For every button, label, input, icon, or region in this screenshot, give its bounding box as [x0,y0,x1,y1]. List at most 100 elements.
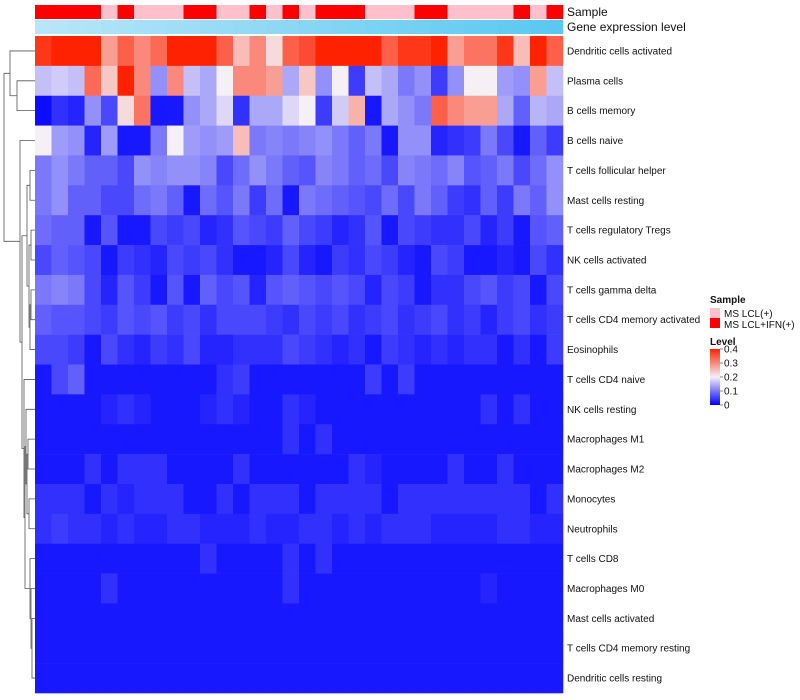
sample-track-cell [497,5,514,19]
heatmap-cell [167,36,184,67]
heatmap-cell [249,543,267,574]
heatmap-cell [299,454,316,485]
heatmap-cell [134,454,151,485]
heatmap-cell [414,483,432,515]
heatmap-cell [216,36,234,67]
heatmap-cell [233,663,250,694]
sample-track-cell [348,5,366,19]
heatmap-cell [233,633,250,664]
heatmap-cell [447,573,465,604]
heatmap-cell [282,364,300,395]
heatmap-cell [150,155,168,186]
row-label: Macrophages M2 [567,465,645,476]
heatmap-cell [315,603,333,634]
heatmap-cell [365,95,382,126]
heatmap-cell [282,663,300,694]
heatmap-cell [315,424,333,455]
heatmap-cell [315,454,333,485]
heatmap-cell [348,543,366,574]
heatmap-cell [299,304,316,335]
heatmap-cell [530,454,547,485]
heatmap-cell [381,513,399,544]
heatmap-cell [431,334,448,365]
heatmap-cell [167,155,184,186]
heatmap-cell [68,304,85,335]
row-label: T cells gamma delta [567,285,657,296]
heatmap-cell [216,185,234,216]
heatmap-cell [183,95,201,126]
heatmap-cell [167,483,184,515]
heatmap-cell [134,513,151,544]
heatmap-cell [414,95,432,126]
heatmap-cell [150,454,168,485]
heatmap-cell [414,304,432,335]
heatmap-cell [315,573,333,604]
heatmap-cell [464,125,481,156]
level-tick-label: 0.4 [724,345,738,356]
heatmap-cell [150,513,168,544]
heatmap-cell [513,633,531,664]
heatmap-cell [101,543,118,574]
legend-swatch-ms-lcl-ifn [710,318,720,328]
heatmap-cell [35,483,52,515]
heatmap-cell [398,125,415,156]
heatmap-cell [315,95,333,126]
heatmap-cell [332,483,349,515]
row-label: Dendritic cells resting [567,674,662,685]
heatmap-cell [216,95,234,126]
heatmap-cell [332,155,349,186]
heatmap-cell [365,334,382,365]
heatmap-cell [51,454,69,485]
heatmap-cell [150,95,168,126]
heatmap-cell [530,274,547,306]
heatmap-cell [249,633,267,664]
heatmap-cell [299,513,316,544]
expression-track-cell [299,20,316,34]
heatmap-cell [513,663,531,694]
heatmap-cell [398,95,415,126]
heatmap-cell [464,65,481,97]
heatmap-cell [546,543,564,574]
heatmap-cell [315,633,333,664]
heatmap-cell [365,394,382,425]
heatmap-cell [216,155,234,186]
heatmap-cell [183,65,201,97]
heatmap-cell [216,304,234,335]
heatmap-cell [101,573,118,604]
heatmap-cell [51,65,69,97]
heatmap-cell [299,364,316,395]
heatmap-cell [348,185,366,216]
heatmap-cell [167,334,184,365]
heatmap-cell [332,633,349,664]
heatmap-cell [183,185,201,216]
heatmap-cell [266,633,283,664]
heatmap-cell [513,65,531,97]
heatmap-cell [497,95,514,126]
heatmap-cell [530,215,547,246]
heatmap-cell [398,245,415,276]
heatmap-cell [530,304,547,335]
heatmap-cell [332,513,349,544]
heatmap-cell [117,185,135,216]
sample-track-cell [150,5,168,19]
heatmap-cell [68,454,85,485]
heatmap-cell [414,424,432,455]
heatmap-cell [480,95,498,126]
heatmap-cell [282,155,300,186]
heatmap-cell [183,36,201,67]
heatmap-cell [332,334,349,365]
heatmap-cell [348,483,366,515]
heatmap-cell [134,304,151,335]
heatmap-cell [381,185,399,216]
heatmap-cell [299,65,316,97]
heatmap-cell [183,364,201,395]
heatmap-cell [200,95,217,126]
heatmap-cell [35,334,52,365]
heatmap-cell [117,663,135,694]
heatmap-cell [167,663,184,694]
heatmap-cell [134,633,151,664]
heatmap-cell [447,543,465,574]
heatmap-cell [51,95,69,126]
sample-track-cell [530,5,547,19]
expression-track-cell [480,20,498,34]
